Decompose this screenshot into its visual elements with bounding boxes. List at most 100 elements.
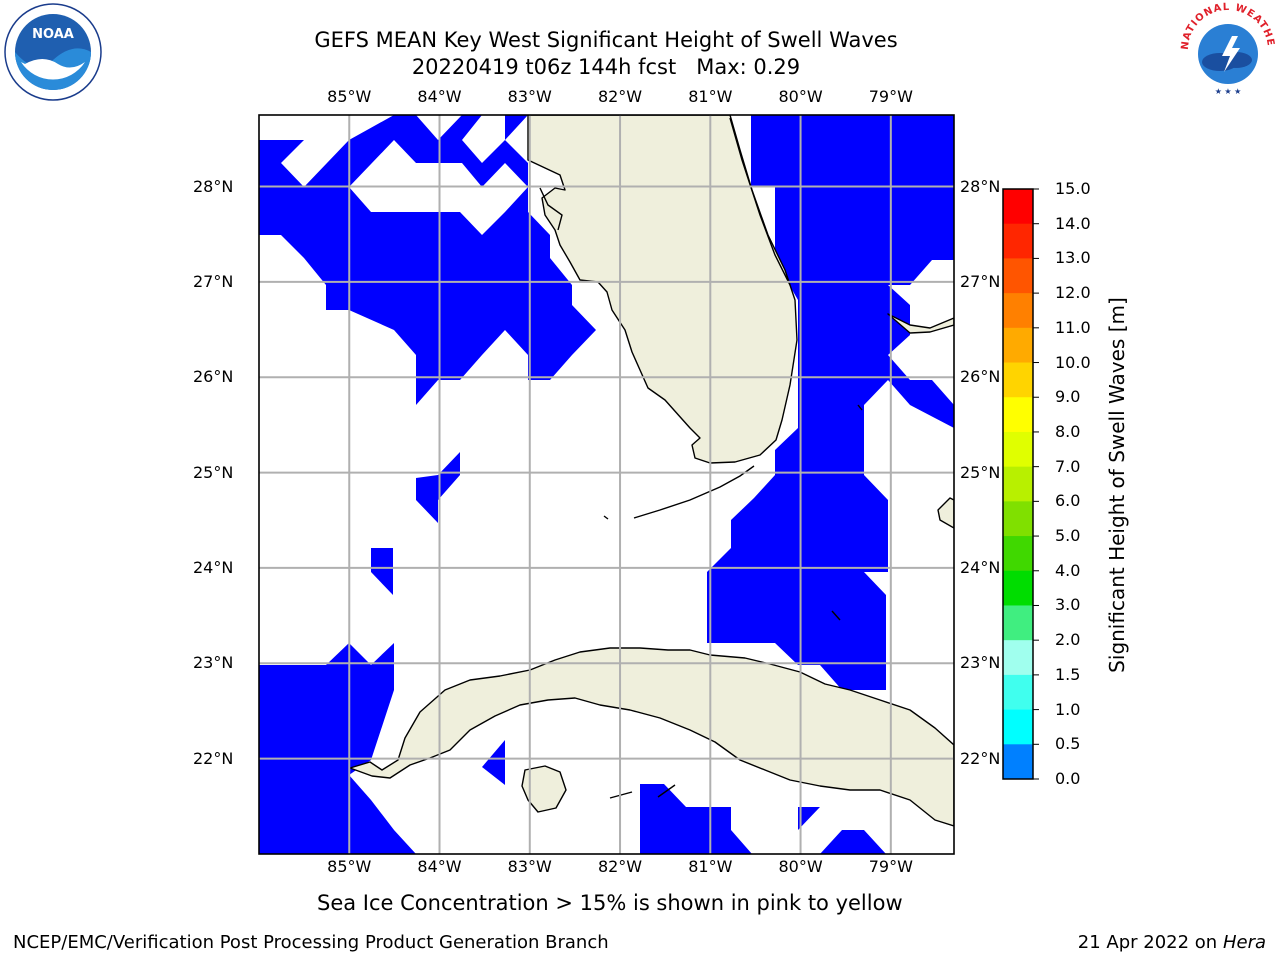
colorbar-segment xyxy=(1003,570,1033,606)
swell-cell xyxy=(259,140,304,163)
swell-cell xyxy=(438,115,528,187)
colorbar-title: Significant Height of Swell Waves [m] xyxy=(1105,297,1129,673)
latitude-tick-label: 28°N xyxy=(193,176,234,196)
colorbar-frame xyxy=(1002,188,1034,780)
footer-date-text: 21 Apr 2022 on xyxy=(1077,932,1223,953)
colorbar-tick-label: 2.0 xyxy=(1055,630,1081,650)
noaa-logo: NOAA xyxy=(4,3,102,101)
colorbar-segment xyxy=(1003,397,1033,433)
florida-land xyxy=(527,115,798,464)
colorbar-tick-label: 5.0 xyxy=(1055,526,1081,546)
latitude-tick-label: 24°N xyxy=(960,557,1001,577)
noaa-logo-text: NOAA xyxy=(32,27,74,42)
colorbar-tick-label: 4.0 xyxy=(1055,560,1081,580)
colorbar-tick-label: 13.0 xyxy=(1055,248,1091,268)
longitude-tick-label: 84°W xyxy=(417,857,462,876)
map-border xyxy=(258,114,955,855)
longitude-tick-label: 81°W xyxy=(688,857,733,876)
swell-cell xyxy=(259,643,416,854)
colorbar-tick-label: 3.0 xyxy=(1055,595,1081,615)
colorbar-segment xyxy=(1003,466,1033,502)
colorbar-segment xyxy=(1003,431,1033,468)
islet xyxy=(603,515,609,520)
colorbar-tick-label: 14.0 xyxy=(1055,213,1091,233)
islet xyxy=(539,187,563,231)
longitude-tick-label: 82°W xyxy=(597,87,643,106)
colorbar-tick-label: 0.5 xyxy=(1055,734,1081,754)
bahamas-land xyxy=(887,313,954,334)
colorbar-segment xyxy=(1003,744,1033,780)
latitude-tick-label: 26°N xyxy=(960,367,1001,387)
longitude-tick-label: 79°W xyxy=(868,857,913,876)
chart-subtitle: 20220419 t06z 144h fcst Max: 0.29 xyxy=(411,55,801,79)
colorbar-segment xyxy=(1003,258,1033,294)
colorbar-segment xyxy=(1003,362,1033,398)
longitude-tick-label: 83°W xyxy=(507,87,552,106)
footer-machine: Hera xyxy=(1222,932,1266,953)
islet xyxy=(729,117,791,286)
latitude-tick-label: 27°N xyxy=(193,271,234,291)
chart-title: GEFS MEAN Key West Significant Height of… xyxy=(314,28,898,52)
latitude-tick-label: 22°N xyxy=(193,748,234,768)
colorbar-tick-label: 11.0 xyxy=(1055,317,1091,337)
colorbar-segment xyxy=(1003,223,1033,259)
swell-cell xyxy=(259,163,304,187)
latitude-tick-label: 23°N xyxy=(960,653,1001,673)
swell-cell xyxy=(304,115,438,187)
islet xyxy=(831,610,841,621)
longitude-tick-label: 83°W xyxy=(507,857,552,876)
swell-cell xyxy=(798,807,820,830)
colorbar-tick-label: 12.0 xyxy=(1055,283,1091,303)
colorbar-segment xyxy=(1003,293,1033,329)
colorbar-tick-label: 7.0 xyxy=(1055,456,1081,476)
colorbar-segment xyxy=(1003,189,1033,225)
colorbar-tick-label: 15.0 xyxy=(1055,179,1091,198)
colorbar-segment xyxy=(1003,536,1033,572)
longitude-tick-label: 80°W xyxy=(778,87,823,106)
colorbar-segment xyxy=(1003,709,1033,745)
footer-date: 21 Apr 2022 on Hera xyxy=(1078,932,1266,954)
swell-cell xyxy=(259,187,596,405)
bahamas-land xyxy=(937,497,954,529)
sea-ice-note: Sea Ice Concentration > 15% is shown in … xyxy=(317,891,903,915)
colorbar-segment xyxy=(1003,327,1033,364)
swell-cell xyxy=(371,548,393,595)
islet xyxy=(857,404,863,411)
longitude-tick-label: 85°W xyxy=(327,857,372,876)
colorbar-segment xyxy=(1003,605,1033,641)
latitude-tick-label: 26°N xyxy=(193,367,234,387)
latitude-tick-label: 27°N xyxy=(960,271,1001,291)
swell-cell xyxy=(820,830,886,854)
isle-of-youth-land xyxy=(521,765,567,813)
colorbar-tick-label: 9.0 xyxy=(1055,387,1081,407)
latitude-tick-label: 28°N xyxy=(960,176,1001,196)
longitude-tick-label: 85°W xyxy=(327,87,372,106)
longitude-tick-label: 82°W xyxy=(597,857,643,876)
colorbar-tick-label: 6.0 xyxy=(1055,491,1081,511)
swell-cell xyxy=(707,115,954,690)
florida-keys xyxy=(633,465,755,519)
longitude-tick-label: 79°W xyxy=(868,87,913,106)
coast-details xyxy=(539,117,863,799)
colorbar-segment xyxy=(1003,640,1033,676)
colorbar-segment xyxy=(1003,674,1033,711)
colorbar xyxy=(1002,188,1039,780)
swell-field xyxy=(259,115,954,854)
colorbar-tick-label: 1.0 xyxy=(1055,699,1081,719)
colorbar-tick-label: 8.0 xyxy=(1055,421,1081,441)
nws-logo: NATIONAL WEATHER SERVICE ★ ★ ★ xyxy=(1178,0,1275,98)
colorbar-tick-label: 10.0 xyxy=(1055,352,1091,372)
longitude-tick-label: 80°W xyxy=(778,857,823,876)
land xyxy=(349,115,954,827)
swell-cell xyxy=(416,452,460,523)
latitude-tick-label: 22°N xyxy=(960,748,1001,768)
latitude-tick-label: 25°N xyxy=(193,462,234,482)
latitude-tick-label: 23°N xyxy=(193,653,234,673)
colorbar-segment xyxy=(1003,501,1033,537)
longitude-tick-label: 81°W xyxy=(688,87,733,106)
svg-text:★ ★ ★: ★ ★ ★ xyxy=(1215,87,1242,96)
swell-cell xyxy=(482,740,505,785)
latitude-tick-label: 25°N xyxy=(960,462,1001,482)
colorbar-tick-label: 0.0 xyxy=(1055,769,1081,788)
